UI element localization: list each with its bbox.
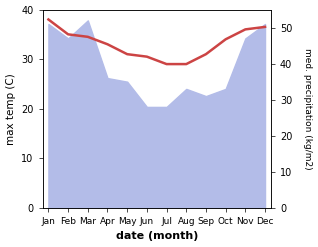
- X-axis label: date (month): date (month): [115, 231, 198, 242]
- Y-axis label: med. precipitation (kg/m2): med. precipitation (kg/m2): [303, 48, 313, 169]
- Y-axis label: max temp (C): max temp (C): [5, 73, 16, 144]
